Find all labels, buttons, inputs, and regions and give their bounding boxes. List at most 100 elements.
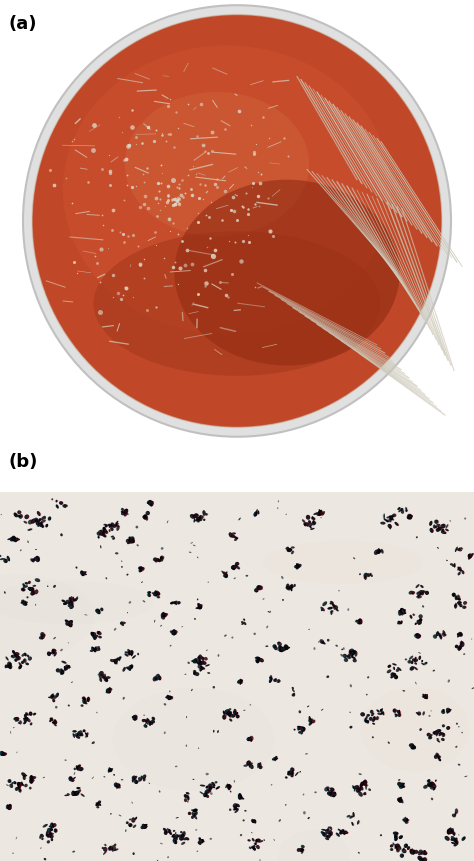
Ellipse shape [166,614,169,616]
Ellipse shape [300,730,303,734]
Ellipse shape [18,665,22,670]
Ellipse shape [409,656,413,660]
Ellipse shape [380,834,382,836]
Ellipse shape [46,834,49,836]
Ellipse shape [132,718,134,720]
Ellipse shape [55,724,57,726]
Ellipse shape [17,786,21,790]
Ellipse shape [224,574,228,577]
Ellipse shape [251,739,253,740]
Ellipse shape [392,674,394,676]
Ellipse shape [128,602,131,604]
Ellipse shape [56,650,57,652]
Ellipse shape [140,567,142,569]
Ellipse shape [264,839,265,841]
Ellipse shape [121,561,122,562]
Ellipse shape [39,525,41,527]
Ellipse shape [272,645,275,648]
Ellipse shape [22,722,24,724]
Ellipse shape [28,787,30,790]
Ellipse shape [358,618,362,624]
Ellipse shape [454,845,456,846]
Ellipse shape [0,752,1,755]
Ellipse shape [78,765,82,769]
Ellipse shape [61,502,64,505]
Ellipse shape [382,712,384,715]
Ellipse shape [352,651,355,656]
Ellipse shape [422,851,424,854]
Ellipse shape [297,727,299,730]
Ellipse shape [387,525,390,528]
Ellipse shape [243,622,244,623]
Ellipse shape [166,697,169,699]
Ellipse shape [103,847,105,849]
Ellipse shape [258,840,264,843]
Ellipse shape [66,794,68,795]
Ellipse shape [43,520,46,523]
Ellipse shape [122,623,124,624]
Ellipse shape [456,604,458,607]
Ellipse shape [396,835,398,838]
Ellipse shape [144,720,146,722]
Ellipse shape [4,592,6,594]
Ellipse shape [397,711,398,713]
Ellipse shape [167,697,170,699]
Ellipse shape [193,660,195,662]
Ellipse shape [291,585,294,589]
Ellipse shape [112,537,115,540]
Ellipse shape [379,709,381,711]
Ellipse shape [445,635,447,636]
Ellipse shape [156,559,160,561]
Ellipse shape [310,529,315,530]
Ellipse shape [246,760,251,765]
Ellipse shape [16,539,18,541]
Ellipse shape [197,598,198,601]
Ellipse shape [30,776,33,782]
Ellipse shape [144,719,148,722]
Ellipse shape [135,716,137,719]
Ellipse shape [63,603,67,605]
Ellipse shape [14,653,18,655]
Ellipse shape [41,524,44,529]
Ellipse shape [7,664,11,668]
Ellipse shape [322,602,327,606]
Ellipse shape [359,790,361,792]
Ellipse shape [35,519,37,523]
Ellipse shape [167,697,170,700]
Ellipse shape [325,835,329,837]
Ellipse shape [12,852,14,854]
Ellipse shape [327,792,330,795]
Ellipse shape [196,672,197,673]
Ellipse shape [33,557,37,561]
Ellipse shape [68,704,70,707]
Ellipse shape [127,542,131,544]
Ellipse shape [201,839,203,843]
Ellipse shape [0,555,1,557]
Ellipse shape [407,661,410,663]
Ellipse shape [195,520,198,523]
Ellipse shape [170,832,172,833]
Ellipse shape [69,605,74,610]
Ellipse shape [353,655,354,658]
Ellipse shape [130,539,133,542]
Ellipse shape [318,511,322,516]
Ellipse shape [456,598,460,601]
Ellipse shape [17,788,19,790]
Ellipse shape [15,515,21,517]
Ellipse shape [423,858,427,861]
Ellipse shape [421,591,425,593]
Ellipse shape [402,610,404,613]
Ellipse shape [281,576,283,579]
Ellipse shape [410,666,414,671]
Ellipse shape [196,661,199,664]
Ellipse shape [106,845,107,846]
Ellipse shape [16,655,19,657]
Ellipse shape [5,805,7,808]
Ellipse shape [419,850,424,855]
Ellipse shape [260,840,264,842]
Ellipse shape [409,847,410,850]
Ellipse shape [309,716,311,720]
Ellipse shape [256,585,260,589]
Ellipse shape [6,805,8,808]
Ellipse shape [82,699,87,703]
